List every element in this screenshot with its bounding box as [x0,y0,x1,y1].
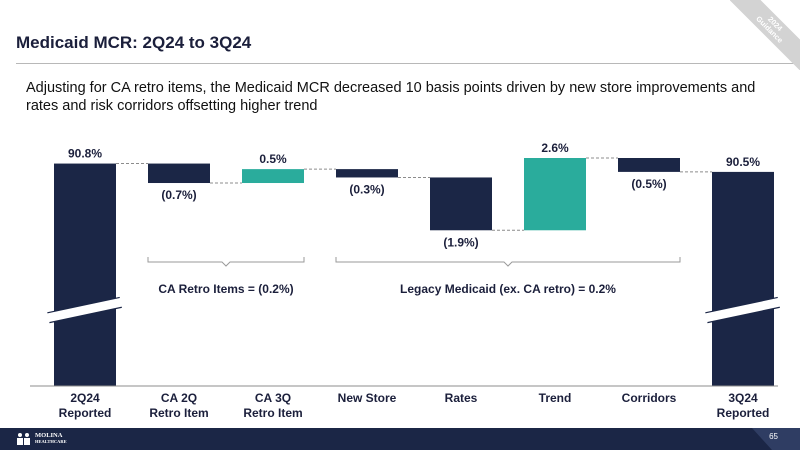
category-label: Trend [539,391,572,405]
logo-line-2: HEALTHCARE [35,439,67,444]
slide-subtitle: Adjusting for CA retro items, the Medica… [26,80,756,114]
bar-total [54,163,116,386]
data-label: 90.5% [726,155,760,169]
category-label: Retro Item [149,406,208,420]
bar-delta [430,177,492,231]
bar-delta [618,158,680,172]
group-bracket [335,257,681,267]
group-bracket [147,257,305,267]
data-label: (1.9%) [443,235,478,249]
axis-break-line [49,306,122,324]
bar-delta [242,169,304,184]
data-label: (0.3%) [349,182,384,196]
group-label: CA Retro Items = (0.2%) [158,282,293,296]
page-number: 65 [769,432,778,441]
data-label: (0.5%) [631,177,666,191]
category-label: Corridors [622,391,677,405]
data-label: 0.5% [259,152,287,166]
bar-delta [336,169,398,178]
category-label: New Store [338,391,397,405]
category-label: Retro Item [243,406,302,420]
data-label: 90.8% [68,147,102,161]
axis-break-gap [47,297,122,323]
logo-line-1: MOLINA [35,432,63,439]
category-label: Reported [59,406,112,420]
category-label: CA 2Q [161,391,197,405]
category-label: Reported [717,406,770,420]
bar-delta [524,158,586,231]
axis-break-line [707,306,780,324]
slide-title: Medicaid MCR: 2Q24 to 3Q24 [16,33,252,52]
data-label: (0.7%) [161,188,196,202]
category-label: CA 3Q [255,391,291,405]
category-label: 2Q24 [70,391,100,405]
data-label: 2.6% [541,141,569,155]
company-logo: MOLINA HEALTHCARE [16,432,67,446]
bar-delta [148,163,210,184]
axis-break-line [47,296,120,314]
footer-bar: MOLINA HEALTHCARE 65 [0,428,800,450]
waterfall-chart: 90.8% (0.7%) 0.5% (0.3%) (1.9%) 2.6% (0.5%) 90.… [30,141,780,420]
axis-break-line [705,296,778,314]
title-divider [16,63,800,64]
bar-total [712,171,774,386]
group-label: Legacy Medicaid (ex. CA retro) = 0.2% [400,282,616,296]
molina-logo-icon [17,433,30,445]
category-label: Rates [445,391,478,405]
category-label: 3Q24 [728,391,758,405]
axis-break-gap [705,297,780,323]
